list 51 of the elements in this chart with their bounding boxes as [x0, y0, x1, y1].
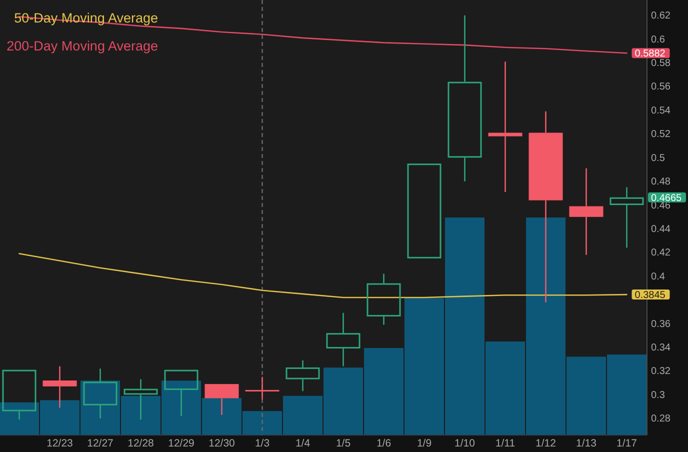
data-label: 0.5882	[634, 48, 666, 60]
candlestick	[366, 273, 401, 326]
series-label: 200-Day Moving Average	[6, 38, 158, 54]
candlestick	[610, 186, 644, 248]
y-tick-label: 0.62	[651, 10, 671, 22]
candlestick	[124, 378, 158, 420]
y-tick-label: 0.56	[651, 82, 671, 93]
candlestick	[569, 168, 604, 256]
x-tick-label: 1/17	[616, 437, 638, 450]
x-tick-label: 12/27	[87, 437, 114, 450]
text: 0.4665	[651, 192, 682, 204]
data-label: 0.3845	[634, 290, 666, 302]
x-tick-label: 12/23	[46, 437, 74, 450]
x-tick-label: 12/30	[208, 437, 236, 450]
y-tick-label: 0.48	[651, 176, 671, 188]
candlestick	[164, 370, 198, 417]
candlestick	[326, 312, 360, 367]
y-tick-label: 0.44	[651, 224, 671, 235]
y-tick-label: 0.52	[651, 129, 671, 140]
candlestick	[528, 110, 563, 303]
x-tick-label: 12/29	[168, 437, 195, 450]
x-tick-label: 1/9	[416, 437, 432, 450]
y-tick-label: 0.4	[651, 271, 666, 282]
candlestick	[2, 370, 36, 420]
x-tick-label: 1/10	[454, 437, 476, 450]
x-tick-label: 1/13	[576, 437, 597, 450]
y-tick-label: 0.6	[651, 34, 666, 46]
x-tick-label: 1/3	[254, 437, 270, 450]
y-tick-label: 0.58	[651, 58, 671, 70]
x-tick-label: 12/28	[128, 437, 154, 450]
line-series	[18, 253, 628, 298]
y-tick-label: 0.28	[651, 414, 671, 425]
x-tick-label: 1/6	[376, 437, 392, 450]
y-tick-label: 0.42	[651, 248, 671, 259]
candlestick	[204, 384, 239, 416]
candlestick	[448, 14, 482, 182]
x-tick-label: 1/5	[336, 437, 351, 450]
x-tick-label: 1/11	[495, 437, 516, 450]
y-tick-label: 0.34	[651, 342, 671, 354]
y-tick-label: 0.32	[651, 366, 671, 378]
y-tick-label: 0.3	[651, 390, 666, 401]
y-tick-label: 0.54	[651, 105, 671, 116]
candlestick	[245, 376, 280, 400]
candlestick	[42, 366, 77, 408]
y-tick-label: 0.36	[651, 318, 671, 330]
candlestick	[83, 368, 118, 420]
candlestick	[286, 360, 320, 392]
x-tick-label: 1/12	[536, 437, 556, 450]
x-tick-label: 1/4	[295, 437, 310, 450]
candlestick	[488, 60, 522, 193]
y-tick-label: 0.5	[651, 152, 666, 164]
